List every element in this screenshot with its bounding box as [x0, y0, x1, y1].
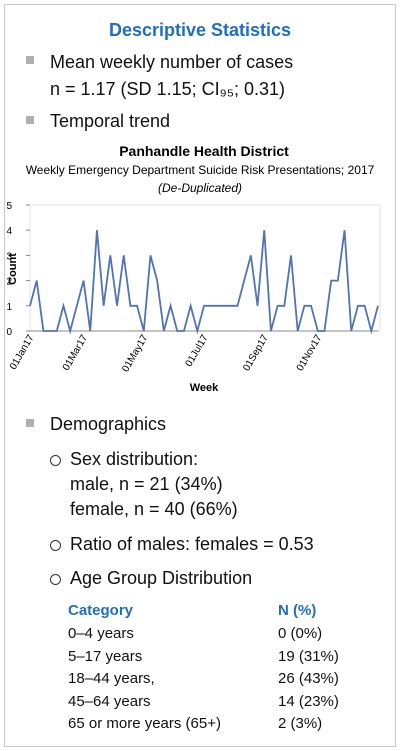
y-axis-label: Count: [7, 253, 19, 285]
item-text: Age Group Distribution: [70, 568, 253, 588]
sub-bullet: [50, 540, 61, 551]
y-tick-label: 2: [6, 277, 12, 288]
table-cell: 26 (43%): [278, 670, 339, 688]
x-tick-label: 01Jul17: [184, 333, 211, 369]
table-cell: 14 (23%): [278, 692, 339, 710]
item-line: male, n = 21 (34%): [70, 474, 223, 494]
table-cell: 0 (0%): [278, 625, 323, 642]
line: [29, 230, 379, 335]
y-tick-label: 4: [6, 226, 12, 237]
sub-bullet: [50, 455, 61, 466]
title: Descriptive Statistics: [108, 20, 292, 40]
bullet-text: Temporal trend: [50, 111, 171, 131]
bullet: [26, 419, 34, 427]
x-tick-label: 01Mar17: [61, 333, 90, 373]
chart-title: Panhandle Health District: [119, 143, 289, 159]
bullet-detail: n = 1.17 (SD 1.15; CI₉₅; 0.31): [50, 79, 286, 99]
table-cell: 0–4 years: [68, 625, 134, 642]
table-cell: 65 or more years (65+): [68, 715, 221, 733]
table-cell: 2 (3%): [278, 715, 323, 733]
section-title: Demographics: [50, 414, 167, 434]
x-tick-label: 01Sep17: [241, 333, 271, 374]
bullet-text: Mean weekly number of cases: [50, 52, 294, 72]
item-text: Ratio of males: females = 0.53: [70, 534, 314, 554]
table-cell: 18–44 years,: [68, 670, 155, 688]
table-header: N (%): [278, 602, 317, 619]
item-line: female, n = 40 (66%): [70, 499, 238, 519]
bullet: [26, 116, 34, 124]
table-cell: 45–64 years: [68, 692, 151, 710]
y-tick-label: 5: [6, 201, 12, 212]
chart: Panhandle Health District Weekly Emergen…: [6, 143, 381, 394]
y-tick-label: 1: [6, 302, 12, 313]
y-tick-label: 0: [6, 327, 12, 338]
table-header: Category: [68, 602, 134, 619]
x-tick-label: 01Jan17: [8, 333, 37, 372]
panel: [4, 4, 396, 747]
table-cell: 19 (31%): [278, 647, 339, 665]
x-tick-label: 01May17: [120, 333, 150, 375]
chart-subtitle: Weekly Emergency Department Suicide Risk…: [26, 163, 375, 177]
sub-bullet: [50, 574, 61, 585]
table-cell: 5–17 years: [68, 647, 143, 665]
item-text: Sex distribution:: [70, 449, 199, 469]
chart-note: (De-Duplicated): [158, 181, 242, 195]
y-tick-label: 3: [6, 251, 12, 262]
x-tick-label: 01Nov17: [295, 333, 325, 374]
x-axis-label: Week: [190, 382, 219, 394]
bullet: [26, 56, 34, 64]
